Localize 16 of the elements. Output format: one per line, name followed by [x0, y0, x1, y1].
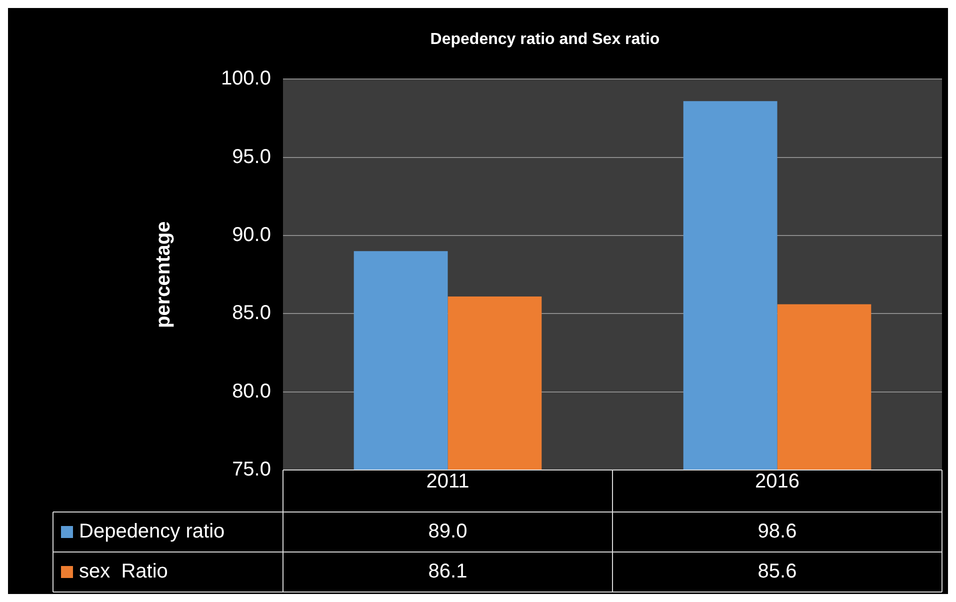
y-axis-title: percentage [152, 221, 175, 328]
y-tick-label: 85.0 [232, 302, 271, 324]
y-tick-label: 75.0 [232, 458, 271, 481]
y-tick-label: 95.0 [232, 146, 271, 168]
data-label: 89.0 [428, 520, 468, 543]
data-label: 86.1 [428, 560, 468, 583]
y-tick-label: 80.0 [232, 380, 271, 402]
data-label: 85.6 [758, 560, 797, 583]
y-tick-label: 100.0 [220, 68, 271, 90]
legend-label: sex Ratio [79, 560, 168, 583]
x-tick-label: 2011 [426, 470, 470, 493]
data-label: 98.6 [758, 520, 797, 543]
chart-title: Depedency ratio and Sex ratio [430, 31, 660, 48]
y-tick-label: 90.0 [232, 224, 271, 246]
x-tick-label: 2016 [755, 470, 800, 493]
legend-label: Depedency ratio [79, 520, 225, 543]
